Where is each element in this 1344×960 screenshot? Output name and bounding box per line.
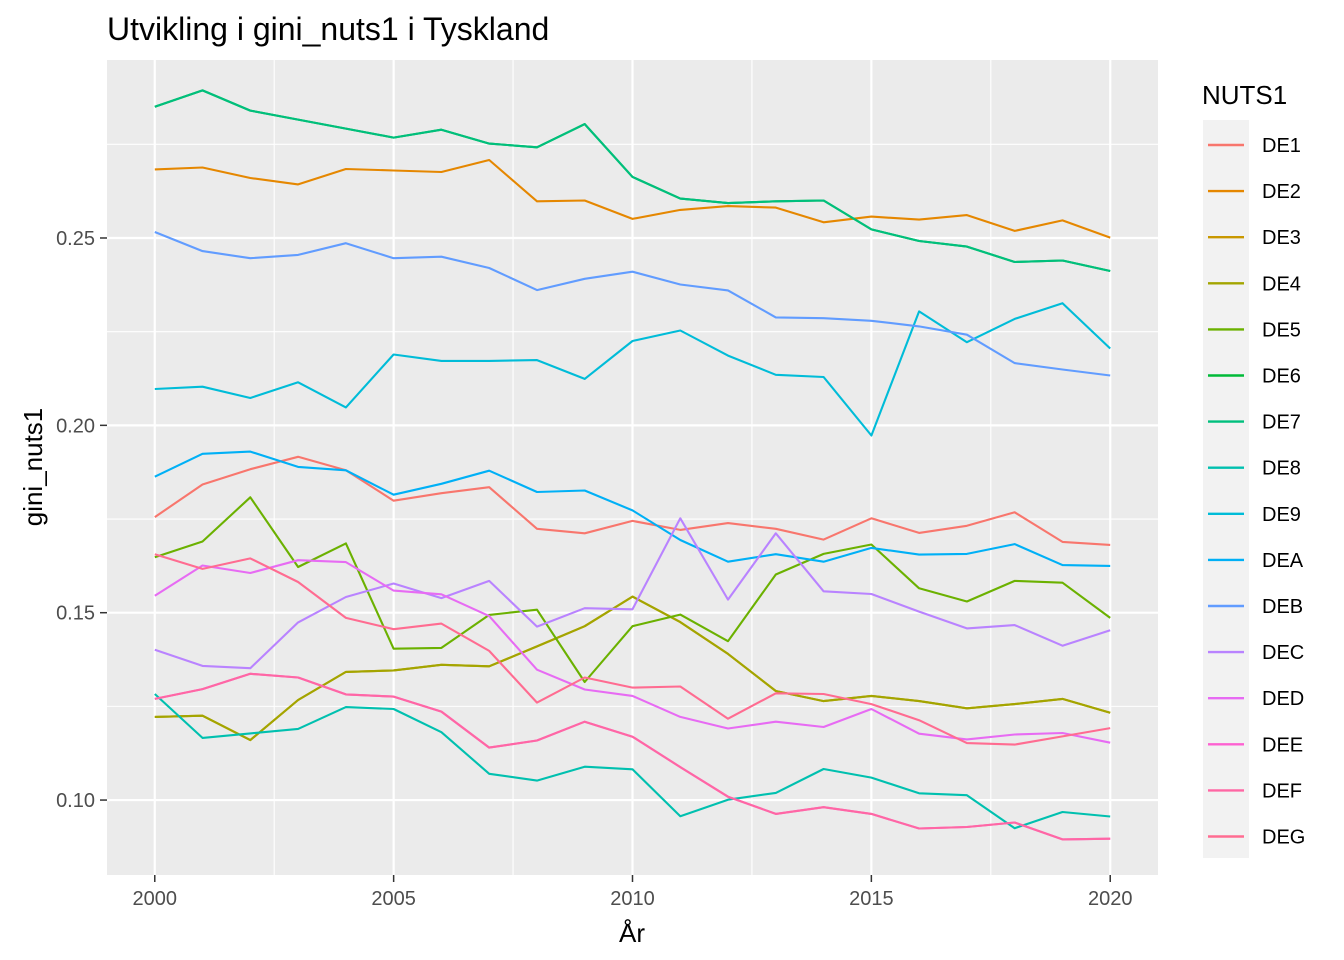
legend-label-de2: DE2	[1262, 181, 1301, 203]
series-line-de7	[154, 89, 1111, 273]
legend-label-de7: DE7	[1262, 412, 1301, 434]
series-line-de2	[154, 158, 1111, 239]
y-tick-label: 0.10	[56, 790, 95, 812]
chart-title: Utvikling i gini_nuts1 i Tyskland	[107, 11, 549, 47]
y-tick-label: 0.15	[56, 603, 95, 625]
y-axis-title: gini_nuts1	[18, 408, 48, 527]
legend-key-background	[1203, 120, 1249, 858]
x-tick-label: 2000	[133, 888, 178, 910]
series-line-dec	[154, 517, 1111, 670]
series-line-deb	[154, 231, 1111, 377]
series-line-de5	[154, 496, 1111, 684]
legend-label-deb: DEB	[1262, 596, 1303, 618]
series-line-de1	[154, 455, 1111, 546]
legend-label-de8: DE8	[1262, 458, 1301, 480]
legend-label-de3: DE3	[1262, 227, 1301, 249]
x-axis-title: År	[619, 918, 645, 948]
series-line-dea	[154, 450, 1111, 567]
y-tick-label: 0.20	[56, 415, 95, 437]
series-lines	[154, 89, 1111, 841]
y-axis: 0.10 0.15 0.20 0.25	[56, 228, 107, 812]
grid	[107, 60, 1158, 875]
x-tick-label: 2015	[849, 888, 894, 910]
legend-label-de9: DE9	[1262, 504, 1301, 526]
y-tick-label: 0.25	[56, 228, 95, 250]
legend-label-deg: DEG	[1262, 827, 1305, 849]
legend-label-dee: DEE	[1262, 734, 1303, 756]
legend-label-de5: DE5	[1262, 319, 1301, 341]
legend-label-de1: DE1	[1262, 135, 1301, 157]
legend-label-dec: DEC	[1262, 642, 1304, 664]
legend-label-dea: DEA	[1262, 550, 1304, 572]
series-line-def	[154, 672, 1111, 841]
x-axis: 2000 2005 2010 2015 2020	[133, 875, 1133, 910]
legend-label-de4: DE4	[1262, 273, 1301, 295]
legend-label-de6: DE6	[1262, 366, 1301, 388]
x-tick-label: 2010	[610, 888, 655, 910]
x-tick-label: 2020	[1088, 888, 1133, 910]
legend: NUTS1 DE1 DE2 DE3 DE4 DE5 DE6 DE7 DE8 DE9 DEA DEB D…	[1202, 80, 1305, 858]
series-line-deg	[154, 553, 1111, 746]
series-line-de4	[154, 595, 1111, 742]
series-line-de8	[154, 693, 1111, 830]
legend-title: NUTS1	[1202, 80, 1287, 110]
legend-label-ded: DED	[1262, 688, 1304, 710]
series-line-ded	[154, 559, 1111, 744]
x-tick-label: 2005	[371, 888, 416, 910]
legend-label-def: DEF	[1262, 780, 1302, 802]
